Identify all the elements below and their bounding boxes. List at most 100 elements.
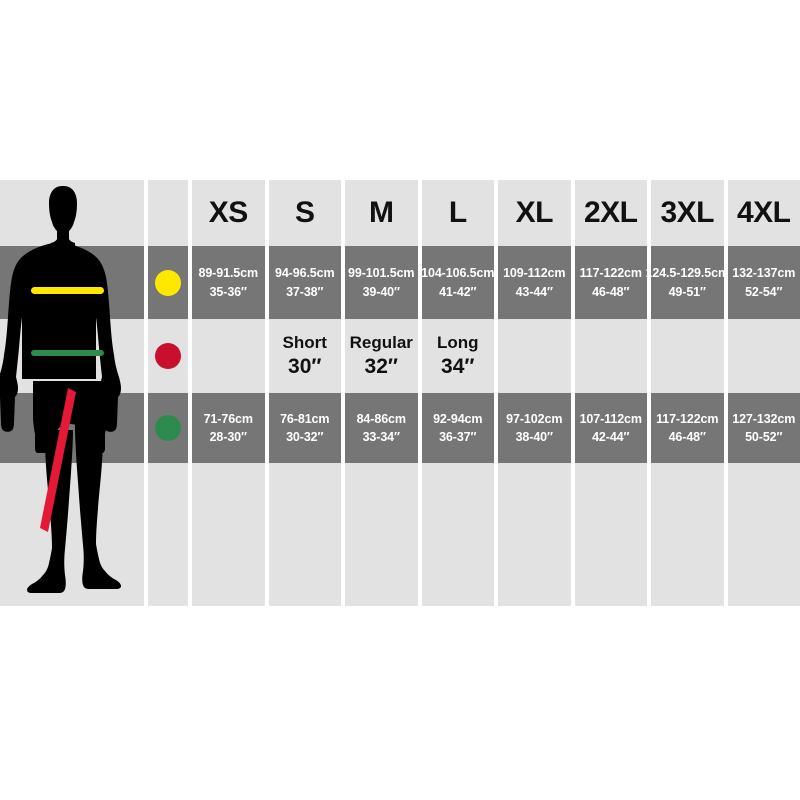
leg-length-name: Long: [436, 332, 479, 352]
legend-cell-footer: [148, 463, 192, 606]
column-header-m: M: [345, 180, 422, 246]
measurement-cm: 99-101.5cm: [348, 266, 415, 281]
measurement-cm: 84-86cm: [356, 411, 406, 426]
measurement-inch: 38-40″: [515, 430, 553, 444]
size-label: 4XL: [736, 196, 791, 229]
leg-length-value: Short 30″: [283, 333, 327, 380]
figure-cell-header: [0, 180, 148, 246]
size-label: S: [294, 196, 315, 229]
leg-length-inch: 32″: [364, 354, 398, 378]
legend-cell-waist: [148, 393, 192, 463]
cell-waist-4xl: 127-132cm 50-52″: [727, 393, 800, 463]
column-header-xl: XL: [498, 180, 575, 246]
yellow-dot-icon: [155, 269, 181, 296]
measurement-cm: 109-112cm: [503, 266, 566, 281]
table-row-leg-length: Short 30″ Regular 32″ Long 34″: [0, 319, 800, 393]
measurement-value: 97-102cm 38-40″: [506, 410, 562, 446]
measurement-cm: 127-132cm: [732, 411, 796, 426]
measurement-cm: 107-112cm: [579, 411, 642, 426]
measurement-cm: 89-91.5cm: [198, 266, 259, 281]
legend-cell-header: [148, 180, 192, 246]
measurement-cm: 124.5-129.5cm: [645, 266, 730, 281]
measurement-inch: 36-37″: [439, 430, 477, 444]
column-header-xs: XS: [192, 180, 269, 246]
column-header-4xl: 4XL: [727, 180, 800, 246]
measurement-cm: 132-137cm: [732, 266, 796, 281]
measurement-inch: 35-36″: [209, 284, 247, 299]
measurement-cm: 97-102cm: [506, 411, 563, 426]
measurement-inch: 28-30″: [209, 430, 247, 444]
measurement-value: 109-112cm 43-44″: [503, 264, 565, 300]
size-label: L: [448, 196, 467, 229]
measurement-value: 89-91.5cm 35-36″: [198, 264, 258, 300]
column-header-3xl: 3XL: [651, 180, 728, 246]
measurement-value: 117-122cm 46-48″: [580, 264, 642, 300]
measurement-value: 76-81cm 30-32″: [280, 410, 329, 446]
leg-length-value: Regular 32″: [350, 333, 413, 380]
cell-waist-2xl: 107-112cm 42-44″: [574, 393, 651, 463]
legend-cell-chest: [148, 246, 192, 319]
leg-length-name: Regular: [349, 332, 413, 352]
figure-cell-waist: [0, 393, 148, 463]
measurement-cm: 76-81cm: [280, 411, 330, 426]
cell-leg-4xl: [727, 319, 800, 393]
size-label: XS: [208, 196, 249, 229]
footer-cell-xl: [498, 463, 575, 606]
leg-length-inch: 30″: [288, 354, 322, 378]
footer-cell-4xl: [727, 463, 800, 606]
measurement-inch: 42-44″: [592, 430, 630, 444]
measurement-inch: 49-51″: [668, 284, 706, 299]
cell-chest-xs: 89-91.5cm 35-36″: [192, 246, 269, 319]
table-row-waist: 71-76cm 28-30″ 76-81cm 30-32″ 84-86cm 33…: [0, 393, 800, 463]
cell-chest-l: 104-106.5cm 41-42″: [421, 246, 498, 319]
leg-length-value: Long 34″: [437, 333, 479, 380]
cell-waist-xl: 97-102cm 38-40″: [498, 393, 575, 463]
figure-cell-footer: [0, 463, 148, 606]
measurement-inch: 37-38″: [286, 284, 324, 299]
measurement-cm: 117-122cm: [656, 411, 719, 426]
cell-chest-4xl: 132-137cm 52-54″: [727, 246, 800, 319]
cell-leg-xs: [192, 319, 269, 393]
footer-cell-xs: [192, 463, 269, 606]
measurement-value: 94-96.5cm 37-38″: [275, 264, 335, 300]
measurement-value: 71-76cm 28-30″: [204, 410, 253, 446]
table-row-chest: 89-91.5cm 35-36″ 94-96.5cm 37-38″ 99-101…: [0, 246, 800, 319]
measurement-inch: 43-44″: [515, 284, 553, 299]
measurement-inch: 33-34″: [362, 430, 400, 444]
size-label: 3XL: [660, 196, 715, 229]
measurement-inch: 46-48″: [668, 430, 706, 444]
footer-cell-3xl: [651, 463, 728, 606]
cell-waist-m: 84-86cm 33-34″: [345, 393, 422, 463]
measurement-inch: 30-32″: [286, 430, 324, 444]
measurement-value: 107-112cm 42-44″: [580, 410, 642, 446]
measurement-cm: 117-122cm: [579, 266, 642, 281]
cell-chest-3xl: 124.5-129.5cm 49-51″: [646, 246, 729, 319]
measurement-inch: 46-48″: [592, 284, 630, 299]
table-footer-row: [0, 463, 800, 606]
cell-leg-l: Long 34″: [421, 319, 498, 393]
column-header-2xl: 2XL: [574, 180, 651, 246]
measurement-value: 84-86cm 33-34″: [357, 410, 406, 446]
measurement-value: 99-101.5cm 39-40″: [348, 264, 415, 300]
cell-waist-xs: 71-76cm 28-30″: [192, 393, 269, 463]
footer-cell-m: [345, 463, 422, 606]
cell-waist-3xl: 117-122cm 46-48″: [651, 393, 728, 463]
measurement-value: 92-94cm 36-37″: [433, 410, 482, 446]
cell-chest-s: 94-96.5cm 37-38″: [268, 246, 345, 319]
footer-cell-2xl: [574, 463, 651, 606]
cell-leg-2xl: [574, 319, 651, 393]
measurement-cm: 104-106.5cm: [421, 266, 495, 281]
size-label: M: [369, 196, 394, 229]
cell-waist-s: 76-81cm 30-32″: [268, 393, 345, 463]
cell-chest-m: 99-101.5cm 39-40″: [345, 246, 422, 319]
green-dot-icon: [155, 415, 181, 441]
cell-chest-xl: 109-112cm 43-44″: [498, 246, 575, 319]
measurement-value: 124.5-129.5cm 49-51″: [646, 264, 730, 300]
measurement-value: 117-122cm 46-48″: [656, 410, 718, 446]
red-dot-icon: [155, 343, 181, 369]
measurement-inch: 52-54″: [745, 284, 783, 299]
figure-cell-leg: [0, 319, 148, 393]
measurement-cm: 71-76cm: [203, 411, 253, 426]
cell-waist-l: 92-94cm 36-37″: [421, 393, 498, 463]
